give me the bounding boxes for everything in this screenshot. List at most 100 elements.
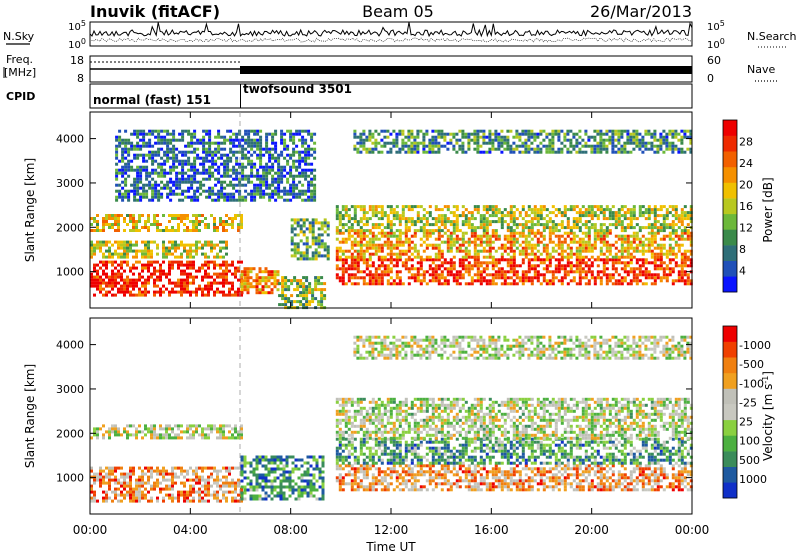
range-cell <box>196 148 199 151</box>
range-cell <box>539 148 542 151</box>
range-cell <box>558 223 561 226</box>
range-cell <box>453 232 456 235</box>
range-cell <box>217 196 220 199</box>
range-cell <box>207 294 210 297</box>
range-cell <box>305 297 308 300</box>
range-cell <box>525 211 528 214</box>
range-cell <box>558 247 561 250</box>
range-cell <box>510 261 513 264</box>
range-cell <box>313 142 316 145</box>
range-cell <box>178 193 181 196</box>
range-cell <box>171 264 174 267</box>
range-cell <box>375 226 378 229</box>
range-cell <box>627 261 630 264</box>
range-cell <box>156 285 159 288</box>
range-cell <box>429 211 432 214</box>
range-cell <box>465 258 468 261</box>
range-cell <box>213 267 216 270</box>
range-cell <box>438 279 441 282</box>
range-cell <box>549 279 552 282</box>
range-cell <box>662 139 665 142</box>
range-cell <box>672 214 675 217</box>
range-cell <box>435 270 438 273</box>
range-cell <box>213 226 216 229</box>
range-cell <box>184 181 187 184</box>
range-cell <box>154 130 157 133</box>
range-cell <box>181 193 184 196</box>
range-cell <box>145 142 148 145</box>
range-cell <box>510 211 513 214</box>
range-cell <box>432 232 435 235</box>
range-cell <box>234 214 237 217</box>
range-cell <box>204 285 207 288</box>
range-cell <box>354 276 357 279</box>
range-cell <box>362 130 365 133</box>
range-cell <box>468 256 471 259</box>
range-cell <box>348 279 351 282</box>
range-cell <box>645 267 648 270</box>
range-cell <box>172 151 175 154</box>
range-cell <box>180 282 183 285</box>
range-cell <box>210 241 213 244</box>
range-cell <box>351 253 354 256</box>
range-cell <box>183 288 186 291</box>
range-cell <box>642 270 645 273</box>
range-cell <box>123 497 126 500</box>
range-cell <box>271 139 274 142</box>
range-cell <box>660 250 663 253</box>
range-cell <box>653 133 656 136</box>
range-cell <box>660 264 663 267</box>
range-cell <box>375 279 378 282</box>
range-cell <box>477 208 480 211</box>
range-cell <box>120 253 123 256</box>
range-cell <box>93 270 96 273</box>
range-cell <box>232 145 235 148</box>
range-cell <box>178 181 181 184</box>
range-cell <box>423 223 426 226</box>
range-cell <box>591 261 594 264</box>
range-cell <box>573 241 576 244</box>
range-cell <box>196 172 199 175</box>
range-cell <box>438 258 441 261</box>
range-cell <box>150 256 153 259</box>
range-cell <box>306 257 309 260</box>
range-cell <box>567 232 570 235</box>
range-cell <box>444 282 447 285</box>
range-cell <box>585 226 588 229</box>
range-cell <box>244 130 247 133</box>
range-cell <box>441 282 444 285</box>
range-cell <box>549 258 552 261</box>
range-cell <box>198 270 201 273</box>
range-cell <box>621 276 624 279</box>
range-cell <box>226 169 229 172</box>
range-cell <box>450 261 453 264</box>
range-cell <box>310 199 313 202</box>
range-cell <box>659 139 662 142</box>
range-cell <box>121 181 124 184</box>
range-cell <box>570 238 573 241</box>
range-cell <box>396 244 399 247</box>
range-cell <box>617 133 620 136</box>
range-cell <box>198 494 201 497</box>
range-cell <box>384 270 387 273</box>
range-cell <box>205 151 208 154</box>
range-cell <box>516 276 519 279</box>
range-cell <box>662 130 665 133</box>
range-cell <box>651 256 654 259</box>
date-title: 26/Mar/2013 <box>590 2 692 21</box>
range-cell <box>141 241 144 244</box>
range-cell <box>292 136 295 139</box>
range-cell <box>216 288 219 291</box>
range-cell <box>654 247 657 250</box>
range-cell <box>414 273 417 276</box>
range-cell <box>174 241 177 244</box>
range-cell <box>471 241 474 244</box>
range-cell <box>500 151 503 154</box>
range-cell <box>283 145 286 148</box>
range-cell <box>136 193 139 196</box>
range-cell <box>111 270 114 273</box>
range-cell <box>515 145 518 148</box>
range-cell <box>315 221 318 224</box>
range-cell <box>147 479 150 482</box>
range-cell <box>611 151 614 154</box>
